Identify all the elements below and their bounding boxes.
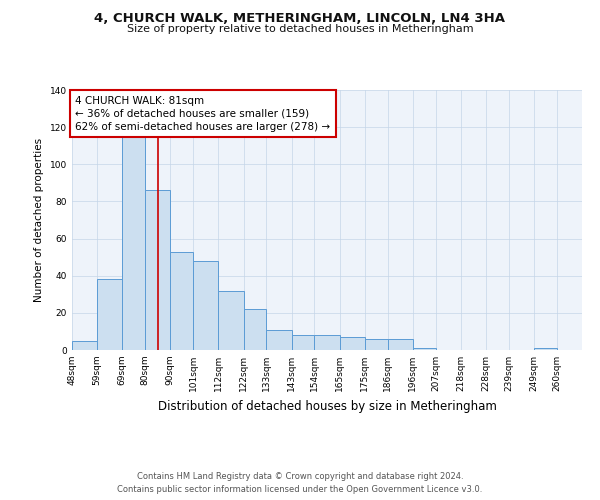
Y-axis label: Number of detached properties: Number of detached properties — [34, 138, 44, 302]
Bar — [145, 190, 170, 350]
Text: 4 CHURCH WALK: 81sqm
← 36% of detached houses are smaller (159)
62% of semi-deta: 4 CHURCH WALK: 81sqm ← 36% of detached h… — [76, 96, 331, 132]
X-axis label: Distribution of detached houses by size in Metheringham: Distribution of detached houses by size … — [158, 400, 496, 412]
Bar — [365, 339, 388, 350]
Text: Contains public sector information licensed under the Open Government Licence v3: Contains public sector information licen… — [118, 485, 482, 494]
Text: Contains HM Land Registry data © Crown copyright and database right 2024.: Contains HM Land Registry data © Crown c… — [137, 472, 463, 481]
Bar — [340, 337, 365, 350]
Bar — [266, 330, 292, 350]
Bar — [170, 252, 193, 350]
Bar — [218, 290, 244, 350]
Bar — [292, 335, 314, 350]
Bar — [413, 348, 436, 350]
Bar — [72, 340, 97, 350]
Bar — [388, 339, 413, 350]
Bar — [97, 280, 122, 350]
Bar — [244, 309, 266, 350]
Bar — [314, 335, 340, 350]
Bar — [534, 348, 557, 350]
Text: Size of property relative to detached houses in Metheringham: Size of property relative to detached ho… — [127, 24, 473, 34]
Text: 4, CHURCH WALK, METHERINGHAM, LINCOLN, LN4 3HA: 4, CHURCH WALK, METHERINGHAM, LINCOLN, L… — [95, 12, 505, 26]
Bar — [122, 136, 145, 350]
Bar — [193, 261, 218, 350]
